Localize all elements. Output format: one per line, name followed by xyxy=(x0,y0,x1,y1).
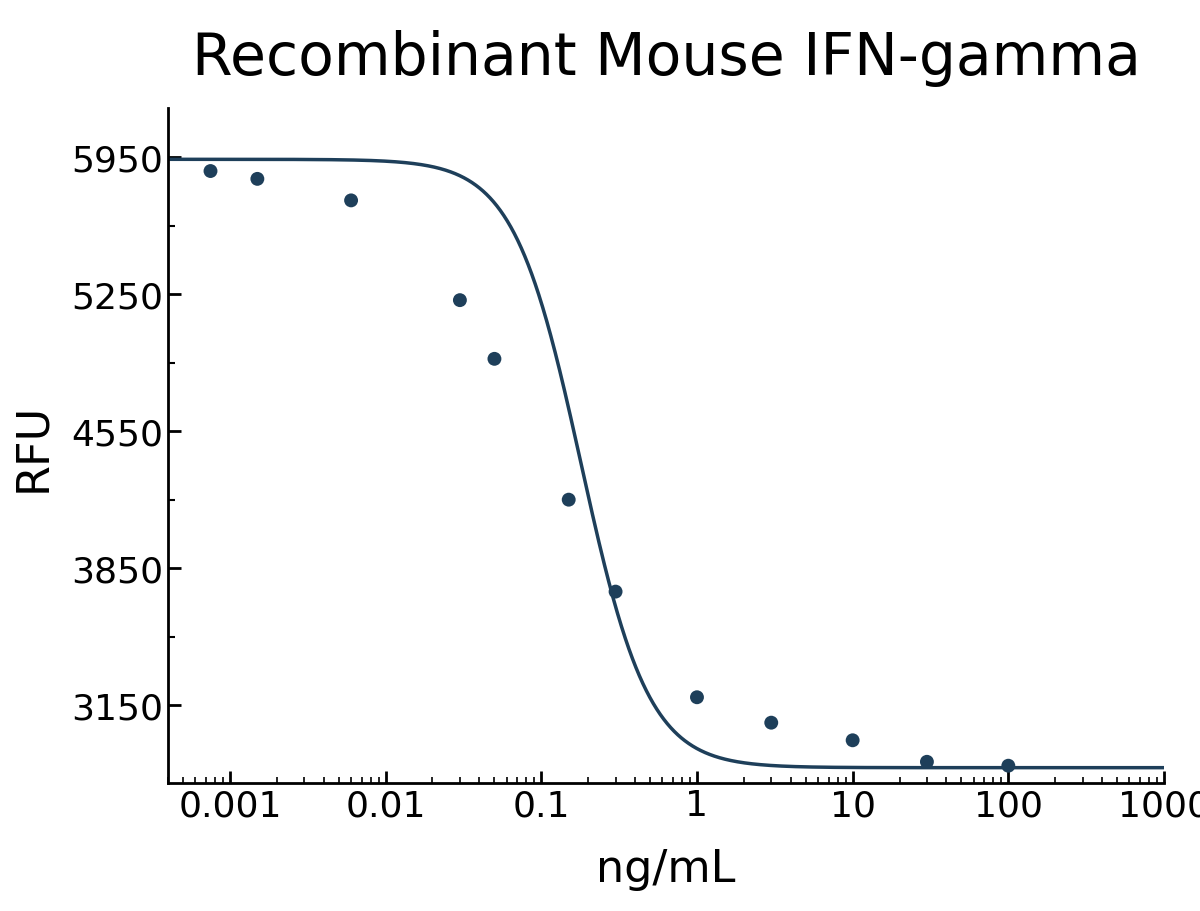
Title: Recombinant Mouse IFN-gamma: Recombinant Mouse IFN-gamma xyxy=(192,30,1140,87)
Point xyxy=(998,759,1018,773)
Point xyxy=(450,293,469,308)
Point xyxy=(606,585,625,599)
Point xyxy=(559,493,578,507)
Point xyxy=(917,754,936,769)
Point xyxy=(200,165,220,179)
Point xyxy=(688,691,707,705)
Point xyxy=(844,733,863,748)
Y-axis label: RFU: RFU xyxy=(11,402,54,491)
Point xyxy=(762,716,781,731)
X-axis label: ng/mL: ng/mL xyxy=(596,847,736,890)
Point xyxy=(342,194,361,209)
Point xyxy=(247,172,266,187)
Point xyxy=(485,353,504,367)
